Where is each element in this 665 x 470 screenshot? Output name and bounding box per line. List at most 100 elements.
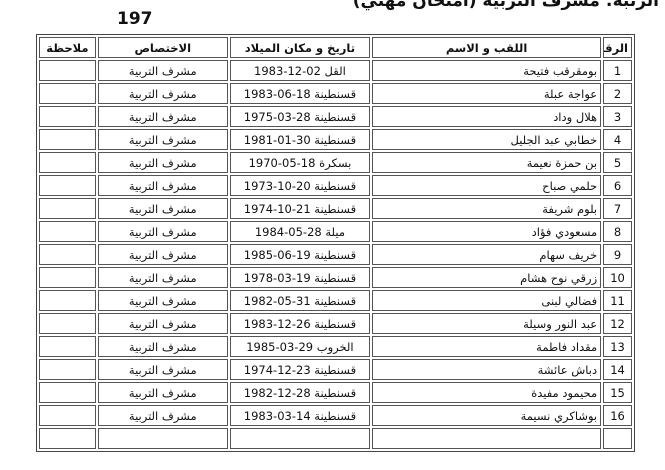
- row-specialty: مشرف التربية: [97, 60, 228, 81]
- row-name: مقداد فاطمة: [372, 336, 602, 357]
- row-birth: الخروب 29-03-1985: [229, 336, 371, 357]
- row-specialty: مشرف التربية: [97, 405, 228, 426]
- table-row: 14 دباش عائشة قسنطينة 23-12-1974 مشرف الترب…: [39, 359, 632, 380]
- row-birth: قسنطينة 19-03-1978: [229, 267, 371, 288]
- table-row: 12 عبد النور وسيلة قسنطينة 26-12-1983 مشرف …: [39, 313, 632, 334]
- row-note: [39, 405, 96, 426]
- row-note: [39, 106, 96, 127]
- row-name: بلوم شريفة: [372, 198, 602, 219]
- table-row: 10 زرقي نوح هشام قسنطينة 19-03-1978 مشرف ال…: [39, 267, 632, 288]
- row-specialty: مشرف التربية: [97, 198, 228, 219]
- row-specialty: مشرف التربية: [97, 106, 228, 127]
- row-name: زرقي نوح هشام: [372, 267, 602, 288]
- row-note: [39, 152, 96, 173]
- row-specialty: مشرف التربية: [97, 336, 228, 357]
- row-birth: قسنطينة 20-10-1973: [229, 175, 371, 196]
- table-row: 5 بن حمزة نعيمة بسكرة 18-05-1970 مشرف الترب…: [39, 152, 632, 173]
- row-birth: ميلة 28-05-1984: [229, 221, 371, 242]
- empty-cell: [39, 428, 96, 449]
- empty-cell: [603, 428, 632, 449]
- row-number: 7: [603, 198, 632, 219]
- row-number: 9: [603, 244, 632, 265]
- col-specialty: الاختصاص: [97, 37, 228, 58]
- row-name: عبد النور وسيلة: [372, 313, 602, 334]
- row-number: 4: [603, 129, 632, 150]
- row-birth: قسنطينة 14-03-1983: [229, 405, 371, 426]
- row-note: [39, 382, 96, 403]
- table-row: 15 محيمود مفيدة قسنطينة 28-12-1982 مشرف الت…: [39, 382, 632, 403]
- row-note: [39, 290, 96, 311]
- table-row: 2 عواجة عبلة قسنطينة 18-06-1983 مشرف التربي…: [39, 83, 632, 104]
- row-birth: قسنطينة 28-03-1975: [229, 106, 371, 127]
- row-birth: قسنطينة 19-06-1985: [229, 244, 371, 265]
- row-specialty: مشرف التربية: [97, 359, 228, 380]
- row-number: 15: [603, 382, 632, 403]
- row-number: 10: [603, 267, 632, 288]
- row-name: حلمي صباح: [372, 175, 602, 196]
- row-number: 1: [603, 60, 632, 81]
- table-row: 1 بومقرقب فتيحة القل 02-12-1983 مشرف التربي…: [39, 60, 632, 81]
- table-header-row: الرقم اللقب و الاسم تاريخ و مكان الميلاد…: [39, 37, 632, 58]
- table-row: 13 مقداد فاطمة الخروب 29-03-1985 مشرف الترب…: [39, 336, 632, 357]
- empty-cell: [97, 428, 228, 449]
- row-note: [39, 60, 96, 81]
- list-number: 197: [117, 9, 153, 29]
- row-specialty: مشرف التربية: [97, 267, 228, 288]
- col-number: الرقم: [603, 37, 632, 58]
- table-row: 7 بلوم شريفة قسنطينة 21-10-1974 مشرف التربي…: [39, 198, 632, 219]
- document-title: الرتبة: مشرف التربية (امتحان مهني): [352, 0, 659, 11]
- row-number: 12: [603, 313, 632, 334]
- row-number: 3: [603, 106, 632, 127]
- row-name: بومقرقب فتيحة: [372, 60, 602, 81]
- row-number: 16: [603, 405, 632, 426]
- row-note: [39, 83, 96, 104]
- row-note: [39, 336, 96, 357]
- row-name: هلال وداد: [372, 106, 602, 127]
- empty-cell: [372, 428, 602, 449]
- table-row: 16 بوشاكري نسيمة قسنطينة 14-03-1983 مشرف ال…: [39, 405, 632, 426]
- table-row: 6 حلمي صباح قسنطينة 20-10-1973 مشرف التربية: [39, 175, 632, 196]
- row-number: 2: [603, 83, 632, 104]
- col-note: ملاحظة: [39, 37, 96, 58]
- row-note: [39, 198, 96, 219]
- row-specialty: مشرف التربية: [97, 221, 228, 242]
- row-specialty: مشرف التربية: [97, 290, 228, 311]
- row-specialty: مشرف التربية: [97, 244, 228, 265]
- row-birth: قسنطينة 21-10-1974: [229, 198, 371, 219]
- table-row: 9 خريف سهام قسنطينة 19-06-1985 مشرف التربية: [39, 244, 632, 265]
- row-number: 5: [603, 152, 632, 173]
- row-note: [39, 267, 96, 288]
- row-number: 8: [603, 221, 632, 242]
- row-name: فضالي لبنى: [372, 290, 602, 311]
- row-birth: قسنطينة 23-12-1974: [229, 359, 371, 380]
- row-birth: قسنطينة 18-06-1983: [229, 83, 371, 104]
- col-birth: تاريخ و مكان الميلاد: [229, 37, 371, 58]
- empty-cell: [229, 428, 371, 449]
- row-number: 13: [603, 336, 632, 357]
- row-name: محيمود مفيدة: [372, 382, 602, 403]
- row-name: بن حمزة نعيمة: [372, 152, 602, 173]
- candidates-table: الرقم اللقب و الاسم تاريخ و مكان الميلاد…: [36, 34, 635, 452]
- table-row: 11 فضالي لبنى قسنطينة 31-05-1982 مشرف الترب…: [39, 290, 632, 311]
- row-number: 11: [603, 290, 632, 311]
- row-name: بوشاكري نسيمة: [372, 405, 602, 426]
- row-note: [39, 359, 96, 380]
- row-note: [39, 313, 96, 334]
- row-specialty: مشرف التربية: [97, 175, 228, 196]
- table-row: 3 هلال وداد قسنطينة 28-03-1975 مشرف التربية: [39, 106, 632, 127]
- row-note: [39, 129, 96, 150]
- row-specialty: مشرف التربية: [97, 83, 228, 104]
- row-specialty: مشرف التربية: [97, 313, 228, 334]
- row-specialty: مشرف التربية: [97, 152, 228, 173]
- row-birth: بسكرة 18-05-1970: [229, 152, 371, 173]
- row-birth: قسنطينة 26-12-1983: [229, 313, 371, 334]
- row-note: [39, 244, 96, 265]
- row-name: دباش عائشة: [372, 359, 602, 380]
- row-number: 6: [603, 175, 632, 196]
- table-row: 8 مسعودي فؤاد ميلة 28-05-1984 مشرف التربية: [39, 221, 632, 242]
- row-specialty: مشرف التربية: [97, 382, 228, 403]
- col-name: اللقب و الاسم: [372, 37, 602, 58]
- row-birth: قسنطينة 31-05-1982: [229, 290, 371, 311]
- table-row-partial: [39, 428, 632, 449]
- row-name: خريف سهام: [372, 244, 602, 265]
